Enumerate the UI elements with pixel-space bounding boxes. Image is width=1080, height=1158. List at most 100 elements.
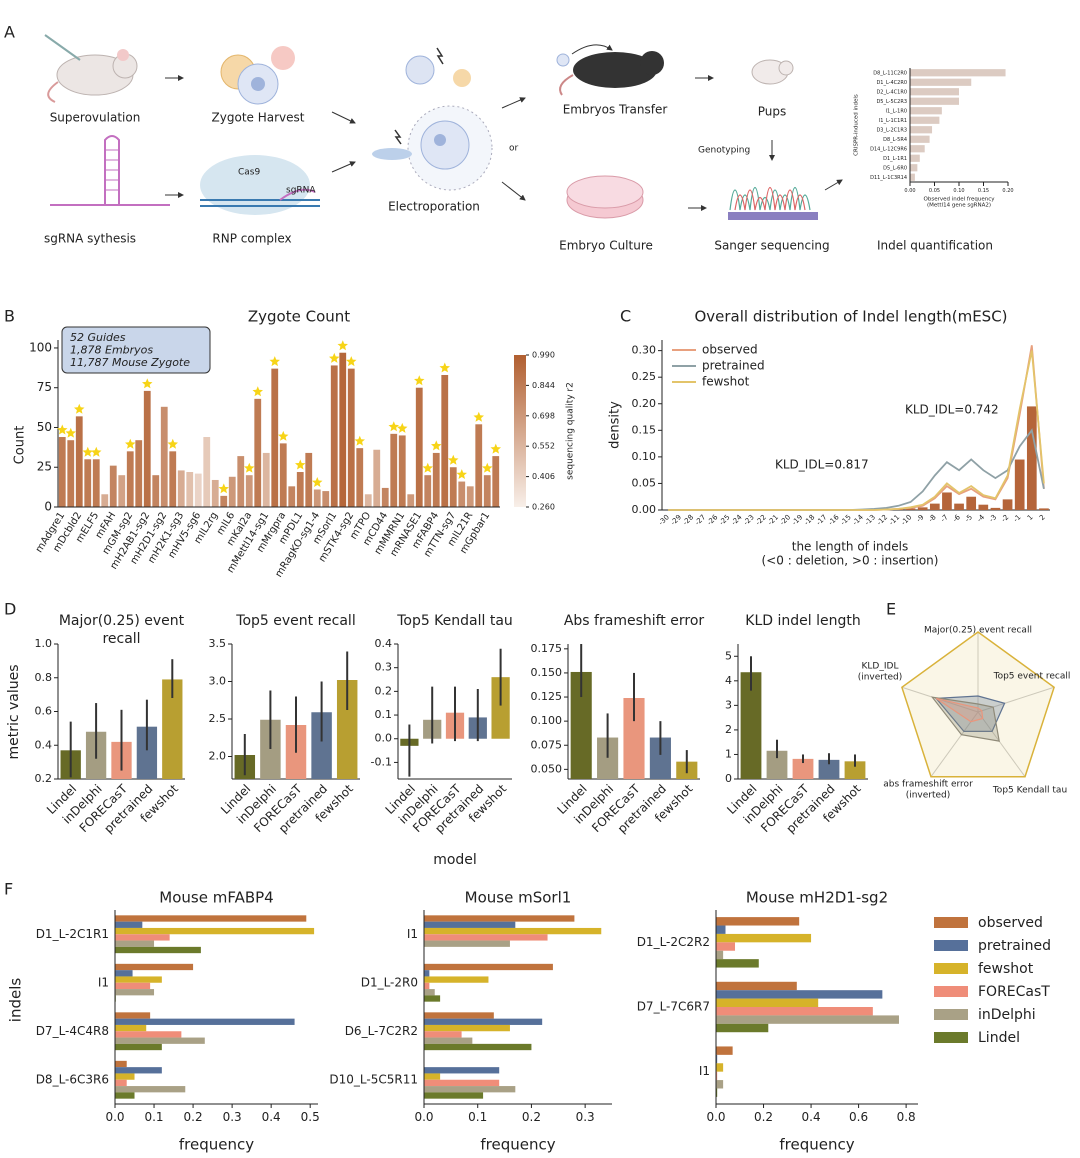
bar bbox=[424, 934, 548, 941]
y-tick-label: D1_L-4C2R0 bbox=[876, 80, 907, 86]
y-tick-label: 0.3 bbox=[375, 661, 393, 674]
star bbox=[439, 362, 450, 373]
star bbox=[346, 356, 357, 367]
y-tick-label: D6_L-7C2R2 bbox=[345, 1024, 418, 1038]
bar bbox=[910, 173, 915, 181]
y-tick-label: 0.0 bbox=[375, 732, 393, 745]
panel-label: E bbox=[886, 600, 896, 619]
radar-series bbox=[930, 696, 1000, 742]
legend-label: FORECasT bbox=[978, 984, 1050, 1000]
bar bbox=[1026, 406, 1037, 510]
radar-axis-label: (inverted) bbox=[858, 673, 903, 683]
bar bbox=[929, 503, 940, 510]
bar bbox=[336, 680, 358, 779]
bar bbox=[1014, 459, 1025, 510]
bar bbox=[84, 459, 92, 507]
y-tick-label: I1_L-1C1R1 bbox=[879, 118, 907, 124]
y-tick-label: D10_L-5C5R11 bbox=[329, 1072, 418, 1086]
star bbox=[244, 462, 255, 473]
bar bbox=[424, 1067, 500, 1074]
step-label: Indel quantification bbox=[877, 239, 993, 253]
x-tick-label: 0.0 bbox=[414, 1110, 433, 1124]
step-label: Embryo Culture bbox=[559, 239, 653, 253]
star bbox=[482, 462, 493, 473]
x-tick-label: -12 bbox=[875, 513, 889, 527]
bar bbox=[115, 982, 151, 990]
radar-axis-label: Major(0.25) event recall bbox=[924, 626, 1032, 636]
y-tick-label: D8_L-11C2R0 bbox=[873, 70, 907, 76]
y-tick-label: D2_L-4C1R0 bbox=[876, 89, 907, 95]
y-tick-label: D5_L-6R0 bbox=[883, 165, 907, 171]
annotation: 1,878 Embryos bbox=[70, 344, 153, 357]
y-tick-label: 0.2 bbox=[375, 684, 393, 697]
radar-series bbox=[934, 695, 1006, 733]
y-tick-label: 0.4 bbox=[375, 637, 393, 650]
bar bbox=[115, 1067, 162, 1074]
x-tick-label: 0.2 bbox=[184, 1110, 203, 1124]
bar bbox=[162, 679, 183, 779]
bar bbox=[716, 942, 736, 951]
bar bbox=[262, 452, 270, 507]
x-axis-label: (<0 : deletion, >0 : insertion) bbox=[762, 554, 939, 568]
x-tick-label: 0.8 bbox=[897, 1110, 916, 1124]
radar-spoke bbox=[977, 686, 1055, 713]
star bbox=[337, 340, 348, 351]
x-tick-label: 0.2 bbox=[522, 1110, 541, 1124]
bar bbox=[716, 925, 726, 934]
bar bbox=[910, 97, 959, 105]
x-tick-label: -29 bbox=[669, 513, 683, 527]
bar bbox=[115, 921, 143, 928]
bar bbox=[115, 1073, 135, 1080]
star bbox=[142, 378, 153, 389]
x-tick-label: 2 bbox=[1038, 513, 1047, 522]
chart-title: Mouse mFABP4 bbox=[159, 889, 273, 907]
bar bbox=[424, 989, 435, 996]
bar bbox=[177, 470, 185, 507]
bar bbox=[245, 475, 253, 507]
bar bbox=[424, 1037, 473, 1044]
bar bbox=[424, 1024, 510, 1032]
diagram-label: or bbox=[509, 144, 519, 154]
y-tick-label: I1 bbox=[98, 975, 109, 989]
y-tick-label: I1 bbox=[407, 927, 418, 941]
bar bbox=[75, 416, 83, 507]
annotation-box bbox=[61, 326, 211, 374]
y-tick-label: 0.20 bbox=[632, 397, 657, 410]
bar bbox=[424, 940, 510, 947]
bar bbox=[381, 487, 389, 507]
x-tick-label: -18 bbox=[803, 513, 817, 527]
radar-spoke bbox=[977, 711, 1026, 778]
y-tick-label: 0.100 bbox=[531, 714, 563, 727]
bar bbox=[58, 437, 66, 507]
star bbox=[74, 403, 85, 414]
bar bbox=[101, 494, 109, 507]
annotation: KLD_IDL=0.817 bbox=[775, 458, 869, 472]
colorbar-tick-label: 0.406 bbox=[532, 472, 555, 481]
bar bbox=[910, 78, 972, 86]
y-tick-label: I1 bbox=[699, 1064, 710, 1078]
star bbox=[431, 440, 442, 451]
y-axis-label: indels bbox=[7, 978, 25, 1023]
step-label: Pups bbox=[758, 105, 787, 119]
bar bbox=[910, 135, 930, 143]
star bbox=[473, 411, 484, 422]
y-tick-label: 0 bbox=[725, 772, 732, 785]
x-tick-label: -17 bbox=[815, 513, 829, 527]
y-tick-label: 0 bbox=[44, 500, 52, 514]
bar bbox=[424, 1079, 500, 1087]
bar bbox=[339, 352, 347, 507]
star bbox=[312, 477, 323, 487]
bar bbox=[623, 698, 645, 779]
bar bbox=[67, 440, 75, 507]
x-axis-label: the length of indels bbox=[792, 540, 908, 554]
x-tick-label: 0.0 bbox=[105, 1110, 124, 1124]
panel-label: D bbox=[4, 600, 16, 619]
bar bbox=[220, 495, 228, 507]
panel-label: B bbox=[4, 307, 15, 326]
colorbar bbox=[514, 355, 526, 507]
star bbox=[329, 352, 340, 363]
bar bbox=[115, 1031, 182, 1038]
chart-title: Overall distribution of Indel length(mES… bbox=[694, 308, 1007, 326]
legend-swatch bbox=[934, 917, 968, 928]
x-axis-label: (Mettl14 gene sgRNA2) bbox=[927, 203, 991, 209]
